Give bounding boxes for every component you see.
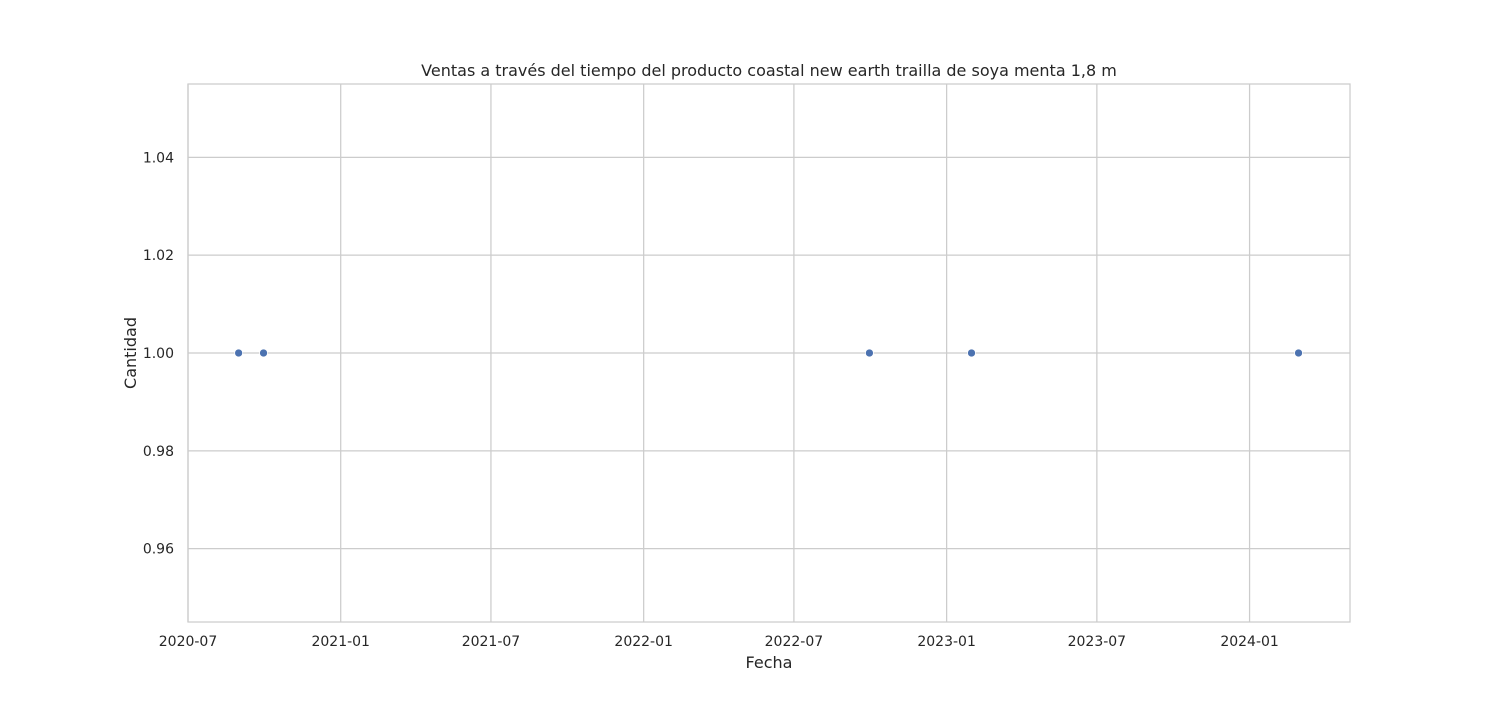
x-tick-label: 2022-01 <box>614 634 673 650</box>
x-tick-labels: 2020-07 2021-01 2021-07 2022-01 2022-07 2023-… <box>159 634 1279 650</box>
x-axis-label: Fecha <box>746 653 793 672</box>
data-points <box>234 348 1303 358</box>
x-tick-label: 2023-01 <box>917 634 976 650</box>
chart-title: Ventas a través del tiempo del producto … <box>421 61 1117 80</box>
y-tick-label: 0.96 <box>143 542 174 558</box>
y-tick-label: 1.04 <box>143 150 174 166</box>
x-tick-label: 2021-01 <box>311 634 370 650</box>
x-tick-label: 2023-07 <box>1068 634 1127 650</box>
y-tick-label: 1.02 <box>143 248 174 264</box>
plot-frame <box>187 83 1351 623</box>
x-tick-label: 2024-01 <box>1220 634 1279 650</box>
data-point <box>259 348 268 358</box>
y-tick-label: 1.00 <box>143 346 174 362</box>
x-tick-label: 2022-07 <box>765 634 824 650</box>
x-tick-label: 2021-07 <box>462 634 521 650</box>
y-tick-labels: 0.96 0.98 1.00 1.02 1.04 <box>143 150 174 557</box>
grid-lines <box>187 84 1350 622</box>
data-point <box>967 348 976 358</box>
x-tick-label: 2020-07 <box>159 634 218 650</box>
data-point <box>865 348 874 358</box>
y-axis-label: Cantidad <box>121 317 140 389</box>
data-point <box>1294 348 1303 358</box>
y-tick-label: 0.98 <box>143 444 174 460</box>
data-point <box>234 348 244 358</box>
